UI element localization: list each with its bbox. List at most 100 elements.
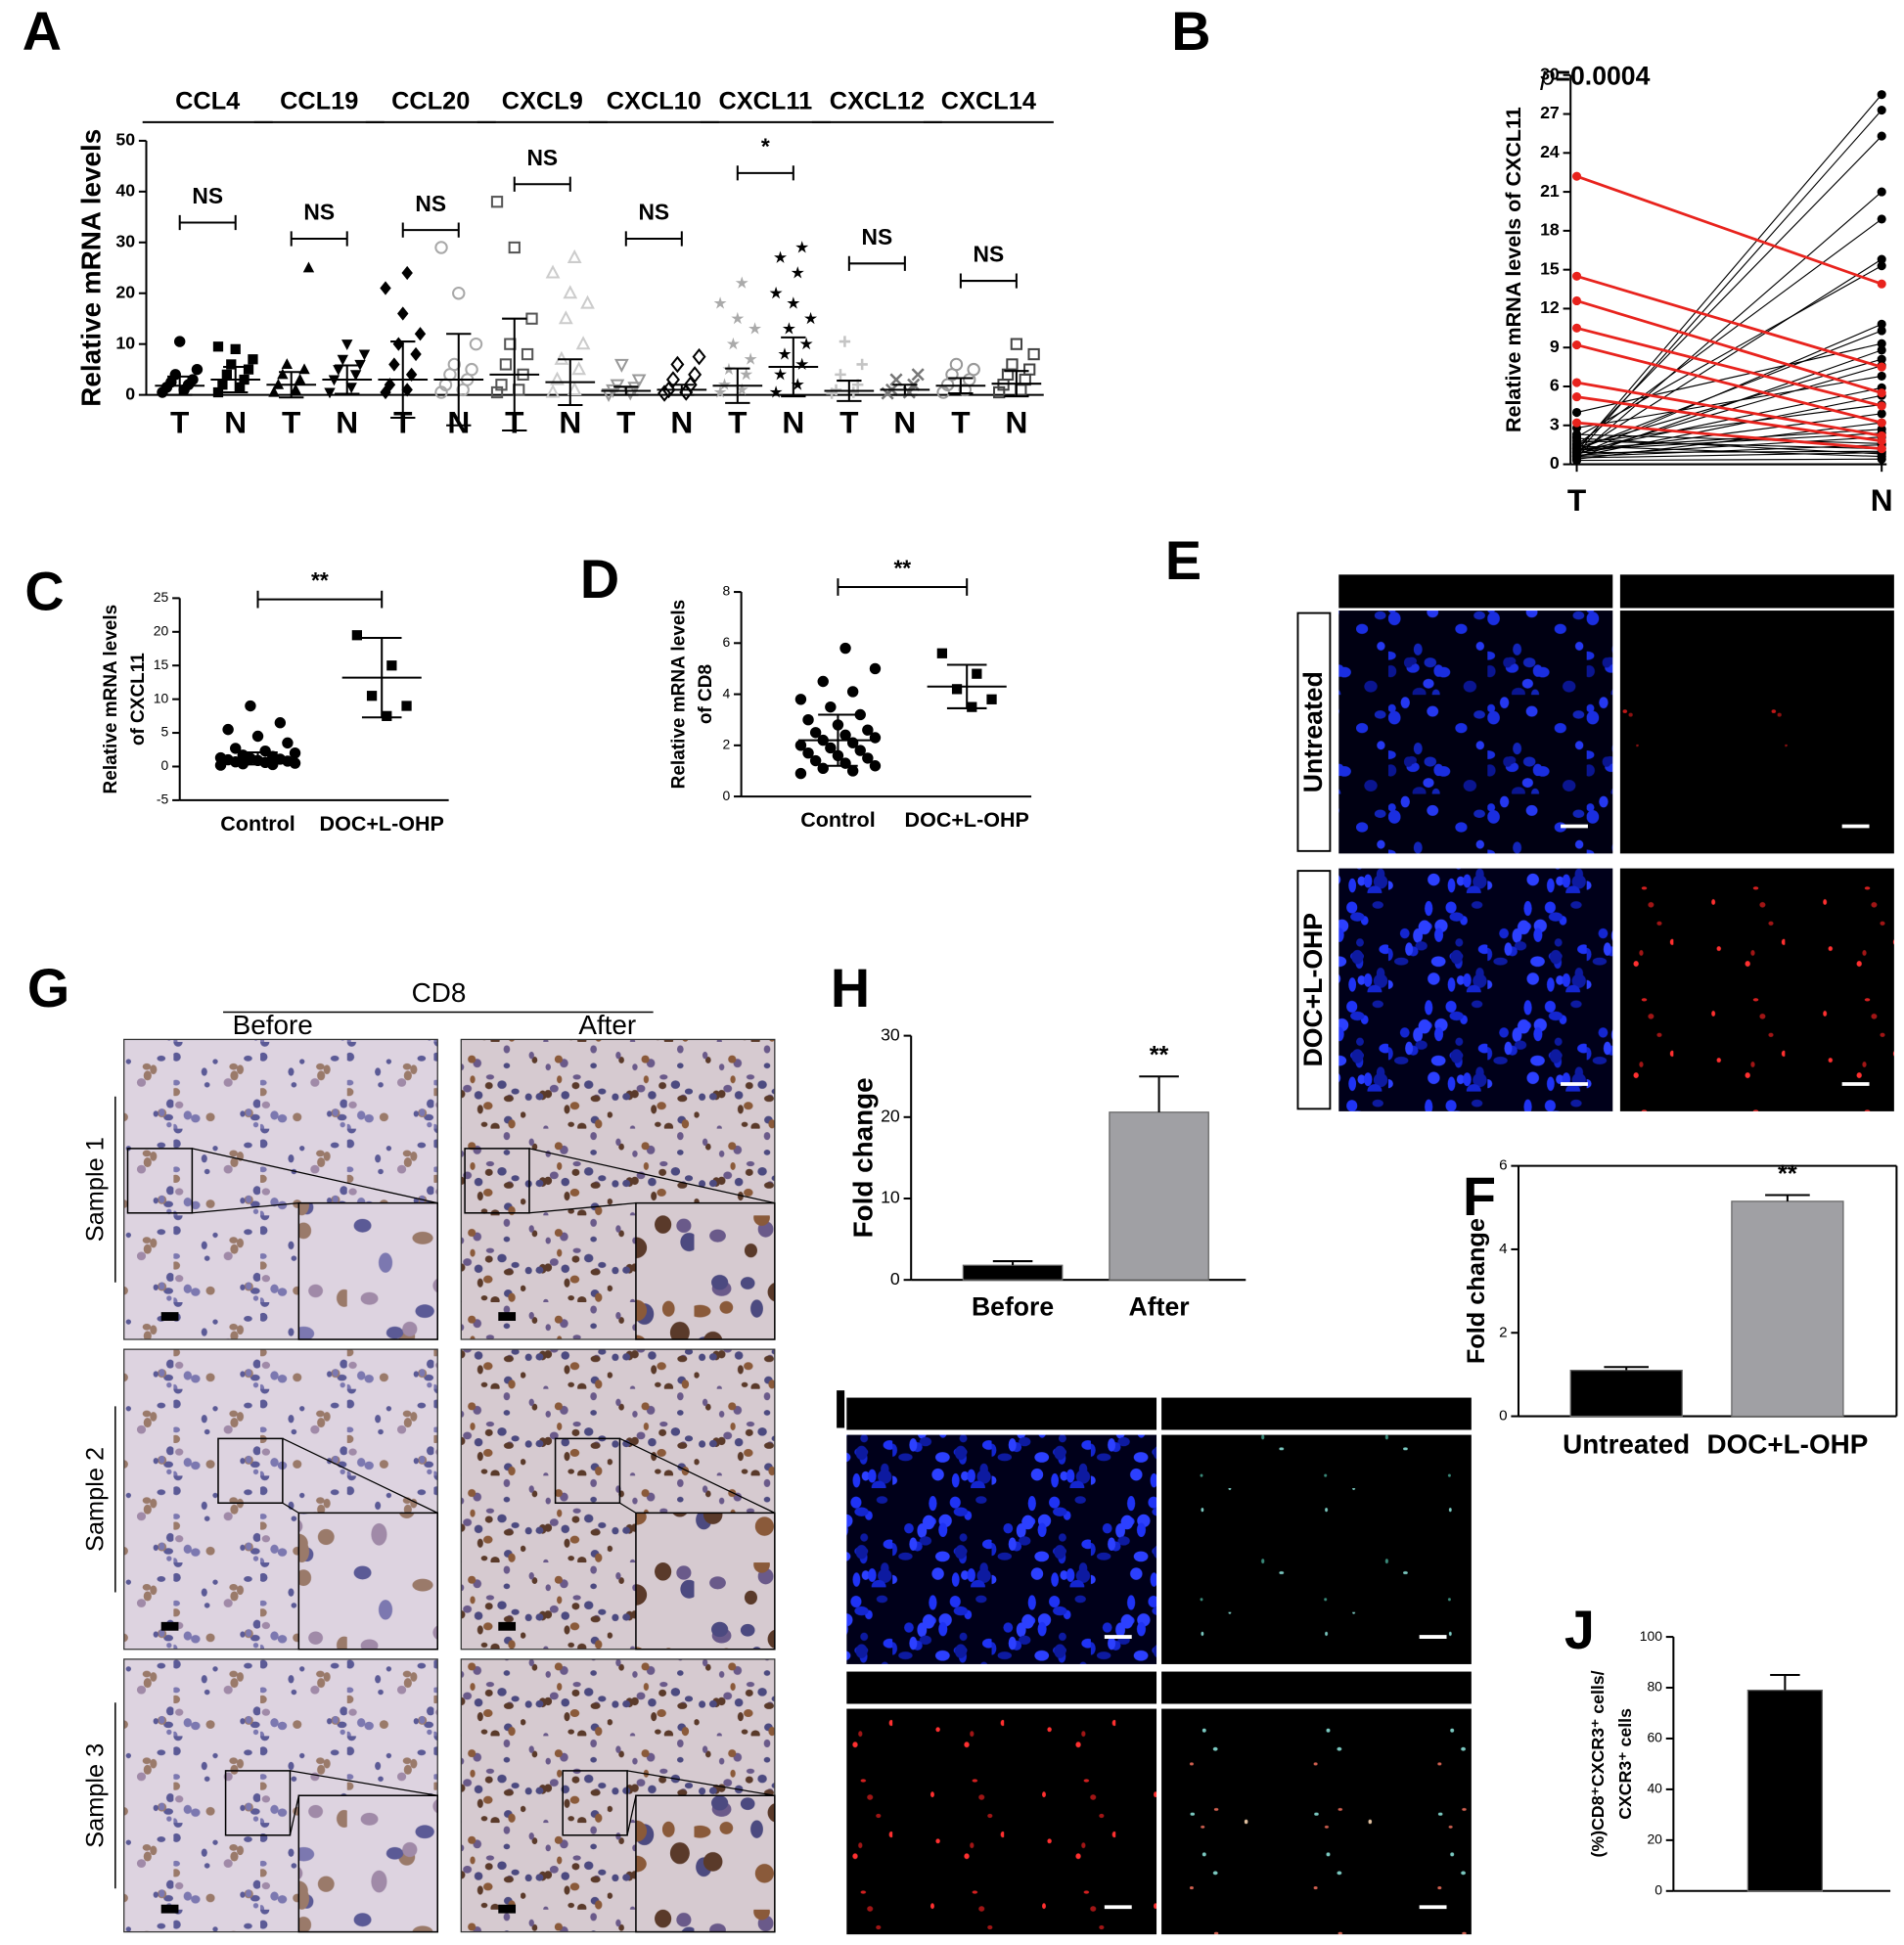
- data-point: [1571, 452, 1582, 462]
- data-point: [794, 767, 807, 780]
- error-bar: [1770, 1674, 1800, 1691]
- data-point: [862, 724, 874, 736]
- data-point: [936, 648, 947, 658]
- data-point: [1877, 345, 1886, 355]
- significance-bracket: [513, 176, 571, 192]
- data-point: [1877, 436, 1886, 446]
- y-tick-label: 15: [1540, 258, 1560, 278]
- data-point: [688, 366, 703, 384]
- data-point: [251, 730, 264, 743]
- significance-label: **: [893, 555, 911, 580]
- data-point: [235, 382, 246, 392]
- error-bar: [892, 384, 918, 396]
- data-point: [692, 347, 706, 366]
- data-point: [683, 376, 698, 393]
- pair-line: [1576, 265, 1882, 438]
- data-point: [401, 383, 413, 397]
- data-point: [778, 347, 792, 360]
- data-point: [465, 362, 478, 377]
- data-point: [567, 381, 582, 395]
- data-point: [795, 357, 809, 370]
- data-point: [670, 355, 685, 374]
- data-point: [226, 359, 237, 370]
- data-point: [1877, 401, 1886, 411]
- error-bar: [1765, 1194, 1810, 1201]
- error-bar: [725, 367, 750, 404]
- panel-letter: I: [833, 1380, 848, 1440]
- micrograph: [1338, 611, 1613, 854]
- data-point: [521, 347, 534, 361]
- significance-label: **: [1778, 1160, 1797, 1188]
- y-tick-label: 0: [1655, 1881, 1662, 1897]
- zoom-connector: [289, 1770, 438, 1835]
- data-point: [380, 281, 391, 295]
- data-point: [1877, 90, 1886, 100]
- data-point: [802, 714, 814, 726]
- zoom-box: [562, 1770, 628, 1836]
- significance-label: NS: [415, 191, 446, 216]
- column-header: [1161, 1397, 1472, 1430]
- column-label: Merge: [1278, 1671, 1354, 1700]
- error-bar: [167, 375, 193, 396]
- zoom-inset: [297, 1512, 438, 1651]
- data-point: [174, 336, 186, 347]
- data-point: [1877, 409, 1886, 419]
- data-point: [410, 346, 422, 362]
- error-bar: [335, 364, 360, 395]
- data-point: [333, 365, 344, 376]
- micrograph: [846, 1434, 1157, 1664]
- data-point: [967, 362, 980, 377]
- x-tick-label: After: [1129, 1291, 1190, 1321]
- data-point: [558, 310, 573, 325]
- data-point: [382, 710, 392, 721]
- x-tick-label: N: [670, 404, 693, 439]
- zoom-connector: [528, 1148, 775, 1214]
- data-point: [809, 754, 822, 767]
- x-tick-label: T: [616, 404, 635, 439]
- micrograph: [846, 1708, 1157, 1935]
- data-point: [740, 367, 753, 381]
- data-point: [1006, 358, 1019, 371]
- gene-label: CXCL10: [607, 87, 702, 114]
- data-point: [735, 276, 748, 289]
- column-header: [846, 1397, 1157, 1430]
- zoom-connector: [192, 1148, 438, 1214]
- y-tick-label: 9: [1550, 337, 1560, 356]
- column-header: [1338, 574, 1613, 609]
- data-point: [1023, 363, 1036, 376]
- y-axis-label: Fold change: [848, 1077, 879, 1238]
- error-bar: [1004, 370, 1029, 398]
- column-header: [1619, 574, 1894, 609]
- data-point: [613, 358, 629, 373]
- data-point: [622, 386, 638, 401]
- pair-line: [1576, 432, 1882, 451]
- x-tick-label: DOC+L-OHP: [320, 812, 444, 836]
- data-point: [217, 380, 228, 390]
- pair-line: [1576, 258, 1882, 454]
- micrograph: [1161, 1708, 1472, 1935]
- zoom-inset: [635, 1512, 776, 1651]
- data-point: [281, 358, 293, 370]
- panel-letter: G: [27, 958, 69, 1018]
- data-point: [469, 337, 483, 351]
- bar: [1746, 1689, 1824, 1892]
- zoom-box: [224, 1770, 292, 1836]
- column-label: CD8: [1733, 577, 1783, 605]
- data-point: [744, 352, 757, 365]
- y-tick-label: 27: [1540, 103, 1560, 122]
- p-text: =0.0004: [1555, 61, 1650, 90]
- data-point: [839, 729, 851, 742]
- data-point: [1571, 433, 1582, 443]
- data-point: [1571, 378, 1582, 387]
- data-point: [1877, 187, 1886, 197]
- micrograph: [1619, 868, 1894, 1111]
- y-tick-label: 4: [722, 685, 730, 701]
- y-tick-label: 30: [881, 1024, 900, 1044]
- row-label: Sample 3: [82, 1743, 110, 1848]
- x-tick-label: DOC+L-OHP: [905, 808, 1029, 832]
- pair-line: [1576, 422, 1882, 460]
- bar: [1109, 1111, 1209, 1281]
- data-point: [405, 367, 418, 382]
- y-tick-label: 0: [722, 788, 730, 803]
